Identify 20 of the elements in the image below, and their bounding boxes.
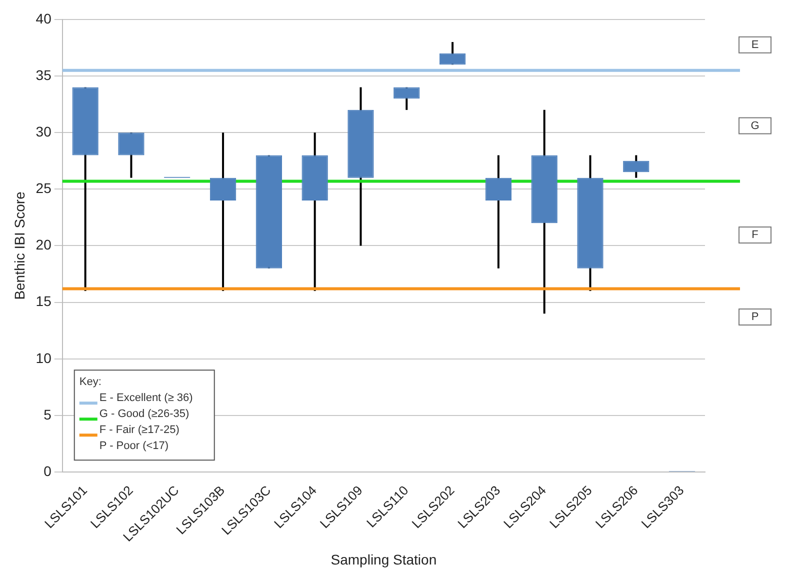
legend-label: G - Good (≥26-35) (99, 408, 190, 420)
y-tick-label: 0 (44, 462, 52, 479)
y-tick-label: 35 (36, 66, 52, 83)
y-tick-label: 25 (36, 180, 52, 196)
text: E (751, 38, 759, 51)
text: G (750, 120, 760, 132)
x-axis-title: Sampling Station (330, 551, 437, 568)
legend-title: Key: (79, 376, 102, 388)
y-tick-label: 20 (36, 236, 52, 253)
y-tick-label: 30 (36, 123, 52, 140)
y-tick-label: 5 (44, 406, 52, 422)
legend-label: F - Fair (≥17-25) (99, 424, 180, 436)
y-tick-label: 10 (36, 350, 52, 366)
text: F (752, 229, 759, 242)
y-tick-label: 15 (36, 293, 52, 310)
y-tick-label: 40 (36, 10, 52, 26)
legend-label: E - Excellent (≥ 36) (99, 392, 193, 404)
text: P (751, 311, 759, 324)
annotation: P - Poor (<17) (99, 440, 169, 452)
y-axis-title: Benthic IBI Score (11, 191, 28, 300)
